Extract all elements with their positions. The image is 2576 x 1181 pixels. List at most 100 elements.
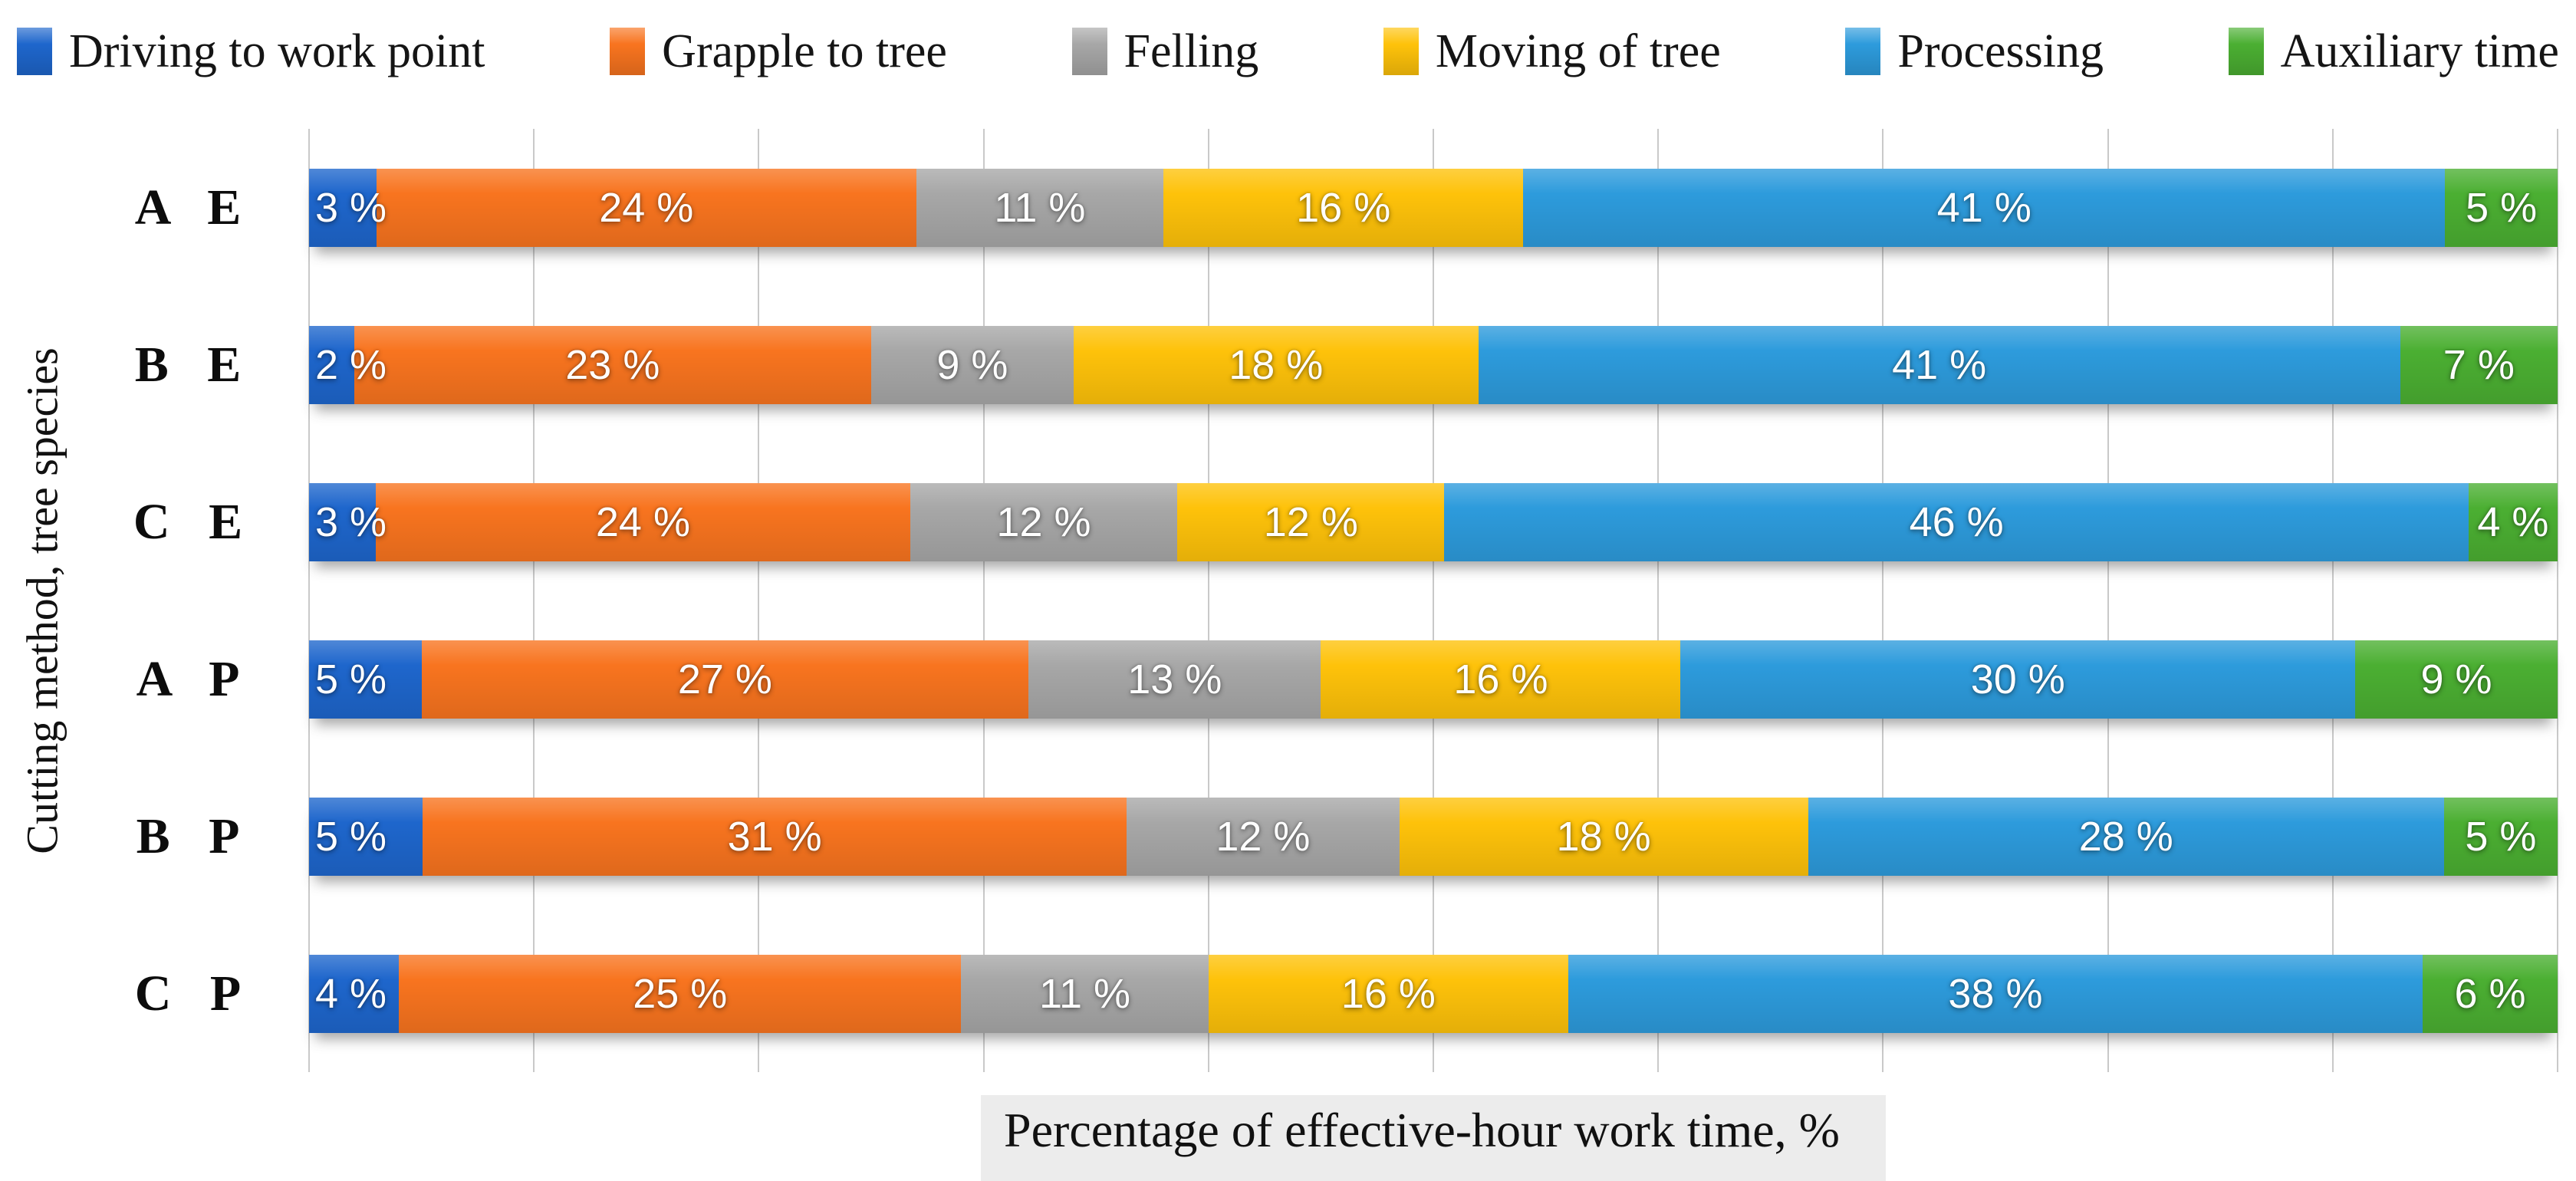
segment-a-p-grapple-to-tree: 27 % xyxy=(421,640,1029,719)
data-label-b-e-processing: 41 % xyxy=(1892,341,1987,388)
segment-a-e-grapple-to-tree: 24 % xyxy=(376,168,916,247)
legend-item-felling: Felling xyxy=(1071,25,1259,77)
data-label-b-p-felling: 12 % xyxy=(1216,813,1311,860)
data-label-c-p-auxiliary-time: 6 % xyxy=(2454,970,2526,1017)
data-label-a-p-processing: 30 % xyxy=(1970,656,2065,702)
data-label-c-p-driving-to-work-point: 4 % xyxy=(315,970,387,1017)
data-label-b-p-auxiliary-time: 5 % xyxy=(2465,813,2537,860)
data-label-a-p-felling: 13 % xyxy=(1127,656,1222,702)
segment-b-e-grapple-to-tree: 23 % xyxy=(354,325,871,404)
data-label-b-p-grapple-to-tree: 31 % xyxy=(727,813,822,860)
data-label-c-e-grapple-to-tree: 24 % xyxy=(595,498,690,545)
chart-row-a-e: 3 % 24 % 11 % 16 % 41 % 5 % xyxy=(309,129,2558,286)
gridline-100 xyxy=(2557,129,2558,1072)
data-label-c-p-grapple-to-tree: 25 % xyxy=(633,970,728,1017)
gridline-80 xyxy=(2107,129,2109,1072)
plot-area: 3 % 24 % 11 % 16 % 41 % 5 % 2 % 23 % 9 % 18 % 41 %… xyxy=(308,129,2558,1072)
chart-row-c-p: 4 % 25 % 11 % 16 % 38 % 6 % xyxy=(309,915,2558,1072)
data-label-b-e-driving-to-work-point: 2 % xyxy=(315,341,387,388)
segment-c-p-felling: 11 % xyxy=(961,954,1209,1033)
segment-c-e-processing: 46 % xyxy=(1444,482,2469,561)
data-label-a-e-processing: 41 % xyxy=(1936,184,2032,231)
data-label-b-e-moving-of-tree: 18 % xyxy=(1229,341,1324,388)
segment-b-p-felling: 12 % xyxy=(1127,797,1400,876)
chart-row-c-e: 3 % 24 % 12 % 12 % 46 % 4 % xyxy=(309,443,2558,600)
segment-a-p-felling: 13 % xyxy=(1028,640,1321,719)
gridline-60 xyxy=(1657,129,1660,1072)
legend-label-processing: Processing xyxy=(1897,25,2104,77)
segment-b-e-auxiliary-time: 7 % xyxy=(2400,325,2558,404)
data-label-b-p-moving-of-tree: 18 % xyxy=(1556,813,1651,860)
segment-c-e-felling: 12 % xyxy=(910,482,1178,561)
legend: Driving to work point Grapple to tree Fell… xyxy=(17,9,2559,94)
segment-a-e-driving-to-work-point: 3 % xyxy=(309,168,387,247)
legend-item-grapple-to-tree: Grapple to tree xyxy=(610,28,947,75)
data-label-a-p-driving-to-work-point: 5 % xyxy=(315,656,387,702)
category-label-c-e: C E xyxy=(133,493,243,550)
segment-c-p-moving-of-tree: 16 % xyxy=(1208,954,1568,1033)
x-axis-title: Percentage of effective-hour work time, … xyxy=(981,1095,1886,1181)
stacked-bar-b-e: 2 % 23 % 9 % 18 % 41 % 7 % xyxy=(309,325,2558,404)
stacked-bar-c-p: 4 % 25 % 11 % 16 % 38 % 6 % xyxy=(309,954,2558,1033)
data-label-a-e-moving-of-tree: 16 % xyxy=(1296,184,1391,231)
category-label-a-p: A P xyxy=(136,650,240,707)
legend-swatch-icon-moving-of-tree xyxy=(1383,28,1419,75)
data-label-a-e-auxiliary-time: 5 % xyxy=(2466,184,2538,231)
data-label-a-e-driving-to-work-point: 3 % xyxy=(315,184,387,231)
legend-swatch-icon-grapple-to-tree xyxy=(610,28,646,75)
data-label-b-p-processing: 28 % xyxy=(2078,813,2173,860)
category-label-b-e: B E xyxy=(134,336,242,393)
segment-b-p-moving-of-tree: 18 % xyxy=(1399,797,1808,876)
chart-row-b-p: 5 % 31 % 12 % 18 % 28 % 5 % xyxy=(309,758,2558,915)
stacked-bar-a-e: 3 % 24 % 11 % 16 % 41 % 5 % xyxy=(309,168,2558,247)
gridline-70 xyxy=(1882,129,1884,1072)
legend-label-moving-of-tree: Moving of tree xyxy=(1435,25,1721,77)
y-axis-title-wrap: Cutting method, tree species xyxy=(0,129,84,1072)
chart-row-a-p: 5 % 27 % 13 % 16 % 30 % 9 % xyxy=(309,600,2558,758)
gridline-30 xyxy=(982,129,985,1072)
stacked-bar-b-p: 5 % 31 % 12 % 18 % 28 % 5 % xyxy=(309,797,2558,876)
legend-swatch-icon-driving-to-work-point xyxy=(17,28,52,75)
legend-item-driving-to-work-point: Driving to work point xyxy=(17,28,485,75)
segment-a-p-processing: 30 % xyxy=(1680,640,2356,719)
data-label-a-p-grapple-to-tree: 27 % xyxy=(677,656,772,702)
legend-item-moving-of-tree: Moving of tree xyxy=(1383,28,1721,75)
data-label-b-e-grapple-to-tree: 23 % xyxy=(565,341,660,388)
segment-b-p-auxiliary-time: 5 % xyxy=(2443,797,2558,876)
segment-b-e-processing: 41 % xyxy=(1478,325,2400,404)
gridline-10 xyxy=(533,129,535,1072)
data-label-b-e-auxiliary-time: 7 % xyxy=(2443,341,2515,388)
gridline-40 xyxy=(1207,129,1209,1072)
segment-b-p-grapple-to-tree: 31 % xyxy=(423,797,1127,876)
segment-a-p-moving-of-tree: 16 % xyxy=(1321,640,1681,719)
legend-swatch-icon-auxiliary-time xyxy=(2228,28,2264,75)
data-label-a-p-moving-of-tree: 16 % xyxy=(1453,656,1548,702)
segment-b-e-moving-of-tree: 18 % xyxy=(1073,325,1479,404)
data-label-c-e-auxiliary-time: 4 % xyxy=(2477,498,2549,545)
category-label-c-p: C P xyxy=(134,965,242,1021)
legend-item-processing: Processing xyxy=(1845,28,2104,75)
segment-a-e-processing: 41 % xyxy=(1523,168,2446,247)
x-axis-title-wrap: Percentage of effective-hour work time, … xyxy=(309,1095,2558,1181)
data-label-a-p-auxiliary-time: 9 % xyxy=(2420,656,2492,702)
stacked-bar-c-e: 3 % 24 % 12 % 12 % 46 % 4 % xyxy=(309,482,2558,561)
gridline-0 xyxy=(308,129,310,1072)
data-label-b-e-felling: 9 % xyxy=(936,341,1008,388)
legend-label-felling: Felling xyxy=(1124,25,1259,77)
segment-a-e-auxiliary-time: 5 % xyxy=(2445,168,2558,247)
legend-label-auxiliary-time: Auxiliary time xyxy=(2280,25,2559,77)
data-label-c-e-felling: 12 % xyxy=(996,498,1091,545)
category-label-b-p: B P xyxy=(136,808,240,864)
gridline-50 xyxy=(1433,129,1434,1072)
data-label-c-e-driving-to-work-point: 3 % xyxy=(315,498,387,545)
stacked-bar-a-p: 5 % 27 % 13 % 16 % 30 % 9 % xyxy=(309,640,2558,719)
gridline-90 xyxy=(2331,129,2334,1072)
legend-swatch-icon-processing xyxy=(1845,28,1881,75)
legend-swatch-icon-felling xyxy=(1071,28,1107,75)
segment-b-e-driving-to-work-point: 2 % xyxy=(309,325,387,404)
segment-b-p-processing: 28 % xyxy=(1808,797,2444,876)
data-label-c-p-felling: 11 % xyxy=(1038,970,1131,1017)
category-axis: A E B E C E A P B P C P xyxy=(84,129,291,1072)
data-label-c-p-moving-of-tree: 16 % xyxy=(1341,970,1436,1017)
legend-label-driving-to-work-point: Driving to work point xyxy=(69,25,485,77)
